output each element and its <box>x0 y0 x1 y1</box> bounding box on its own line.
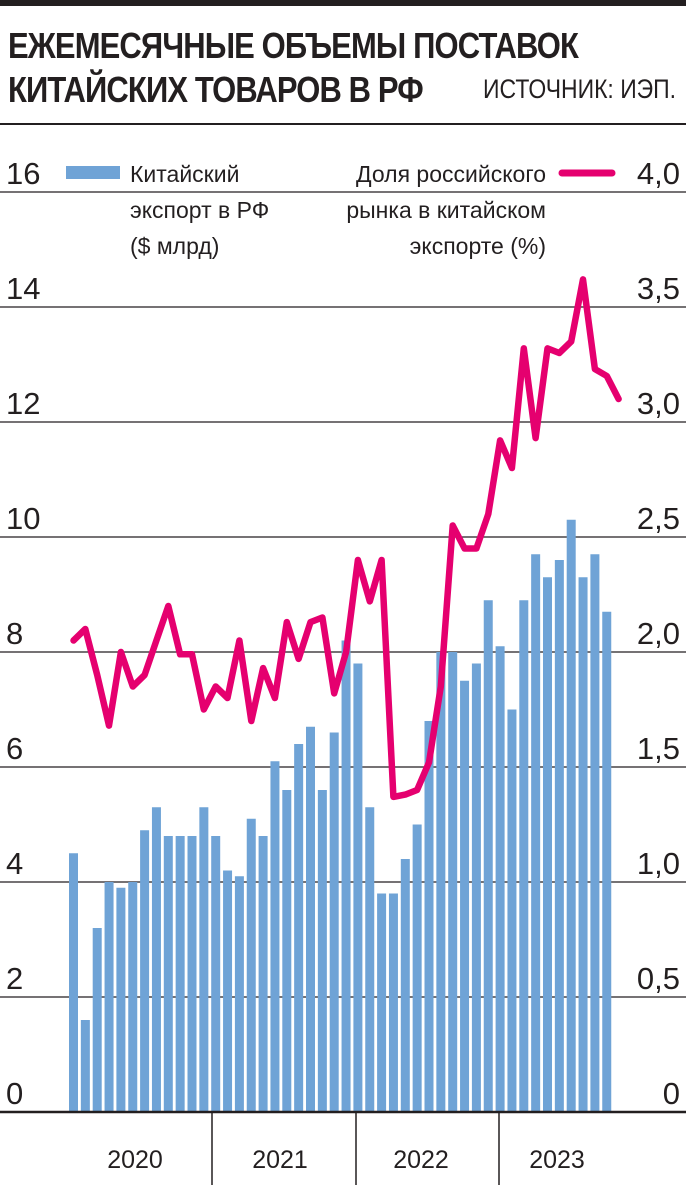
share-line <box>70 276 622 801</box>
bar <box>151 807 161 1112</box>
bar <box>578 577 588 1112</box>
bar <box>211 836 221 1112</box>
bar <box>294 744 304 1112</box>
header-separator <box>0 123 686 125</box>
bar <box>436 652 446 1112</box>
bar <box>531 554 541 1112</box>
left-tick-label: 8 <box>6 616 23 651</box>
bar <box>590 554 600 1112</box>
left-tick-label: 2 <box>6 961 23 996</box>
right-tick-label: 3,0 <box>637 386 680 421</box>
left-tick-label: 0 <box>6 1076 23 1111</box>
right-tick-label: 4,0 <box>637 156 680 191</box>
bar <box>187 836 197 1112</box>
left-tick-label: 16 <box>6 156 40 191</box>
year-label: 2020 <box>107 1146 163 1174</box>
legend-bar-line-1: Китайский <box>130 161 239 187</box>
year-label: 2022 <box>393 1146 449 1174</box>
bar <box>507 709 517 1112</box>
right-tick-label: 3,5 <box>637 271 680 306</box>
axis-ticks: 0 0 2 0,5 4 1,0 6 1,5 8 2,0 10 2,5 12 3,0 14 3,5 16 4,0 <box>6 156 680 1111</box>
legend-line-line-3: экспорте (%) <box>410 233 546 259</box>
bar <box>104 882 114 1112</box>
bar <box>69 853 78 1112</box>
legend-bar-line-2: экспорт в РФ <box>130 197 269 223</box>
legend-line-line-1: Доля российского <box>356 161 546 187</box>
bar <box>353 663 363 1112</box>
bar <box>128 882 138 1112</box>
right-tick-label: 1,5 <box>637 731 680 766</box>
bar <box>341 640 351 1112</box>
bar <box>199 807 209 1112</box>
right-tick-label: 2,0 <box>637 616 680 651</box>
line-series <box>70 276 622 801</box>
left-tick-label: 14 <box>6 271 40 306</box>
bar <box>388 893 398 1112</box>
bar <box>566 519 576 1112</box>
bar <box>519 600 529 1112</box>
title-line-2: КИТАЙСКИХ ТОВАРОВ В РФ <box>8 69 424 110</box>
bar <box>460 680 470 1112</box>
bar <box>424 721 434 1112</box>
left-tick-label: 12 <box>6 386 40 421</box>
bar <box>140 830 150 1112</box>
source-note: ИСТОЧНИК: ИЭП. <box>482 74 676 104</box>
bar <box>400 859 410 1112</box>
bar-series <box>69 519 612 1112</box>
bar <box>483 600 493 1112</box>
right-tick-label: 0,5 <box>637 961 680 996</box>
bar <box>116 887 126 1112</box>
bar <box>258 836 268 1112</box>
bar <box>246 818 256 1112</box>
bar <box>602 611 612 1112</box>
bar <box>412 824 422 1112</box>
bar <box>317 790 327 1112</box>
year-label: 2021 <box>252 1146 308 1174</box>
bar <box>175 836 185 1112</box>
bar <box>92 928 102 1112</box>
legend-bar-line-3: ($ млрд) <box>130 233 219 259</box>
bar <box>471 663 481 1112</box>
right-tick-label: 2,5 <box>637 501 680 536</box>
bar <box>234 876 244 1112</box>
x-axis: 2020 2021 2022 2023 <box>0 1110 686 1185</box>
bar <box>270 761 280 1112</box>
right-tick-label: 1,0 <box>637 846 680 881</box>
left-tick-label: 6 <box>6 731 23 766</box>
bar <box>223 870 233 1112</box>
bar <box>80 1020 90 1112</box>
left-tick-label: 10 <box>6 501 40 536</box>
left-tick-label: 4 <box>6 846 23 881</box>
bar <box>329 732 339 1112</box>
top-rule <box>0 0 686 6</box>
right-tick-label: 0 <box>663 1076 680 1111</box>
year-label: 2023 <box>529 1146 585 1174</box>
bar <box>554 560 564 1112</box>
bar <box>377 893 387 1112</box>
bar <box>365 807 375 1112</box>
bar <box>448 652 458 1112</box>
legend-line-line-2: рынка в китайском <box>346 197 546 223</box>
bar <box>306 726 315 1112</box>
bar <box>282 790 292 1112</box>
bar <box>495 646 505 1112</box>
legend-bar-swatch <box>66 166 120 179</box>
bar <box>543 577 552 1112</box>
bar <box>163 836 173 1112</box>
